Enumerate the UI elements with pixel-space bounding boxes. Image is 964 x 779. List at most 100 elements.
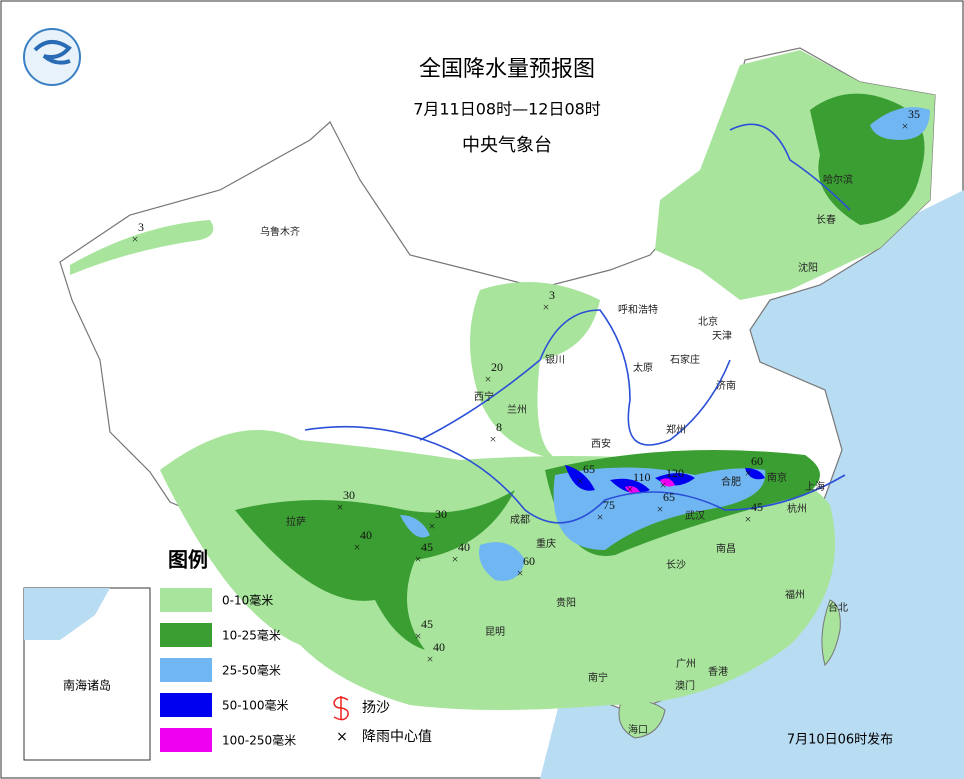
period: 7月11日08时—12日08时 [413, 100, 601, 119]
rain-center-mark: × [543, 300, 550, 314]
city-label: 石家庄 [670, 353, 700, 366]
city-label: 成都 [510, 514, 530, 526]
rain-center-value: 40 [433, 640, 445, 654]
rain-center-value: 20 [491, 360, 503, 374]
rain-center-value: 30 [343, 488, 355, 502]
rain-center-value: 8 [496, 420, 502, 434]
rain-center-mark: × [745, 512, 752, 526]
rain-center-value: 110 [633, 470, 651, 484]
legend-label: 25-50毫米 [222, 663, 281, 678]
city-label: 合肥 [721, 475, 741, 488]
legend-swatch [160, 588, 212, 612]
city-label: 南京 [767, 471, 787, 484]
rain-center-mark: × [415, 552, 422, 566]
rain-center-mark: × [337, 500, 344, 514]
city-label: 银川 [545, 353, 565, 366]
legend-label: 0-10毫米 [222, 593, 273, 608]
city-label: 呼和浩特 [618, 304, 658, 316]
city-label: 北京 [698, 315, 718, 328]
rain-center-value: 65 [583, 462, 595, 476]
city-label: 南昌 [716, 542, 736, 555]
legend-swatch [160, 623, 212, 647]
city-label: 福州 [785, 588, 805, 601]
city-label: 济南 [716, 379, 736, 392]
city-label: 澳门 [675, 679, 695, 692]
rain-center-mark: × [902, 119, 909, 133]
rain-center-value: 60 [751, 454, 763, 468]
taiwan [821, 599, 841, 666]
city-label: 南宁 [588, 671, 608, 684]
city-label: 台北 [828, 601, 848, 614]
rain-center-value: 65 [663, 490, 675, 504]
city-label: 郑州 [666, 423, 686, 436]
rain-center-mark: × [597, 510, 604, 524]
city-label: 广州 [676, 658, 696, 670]
rain-center-mark: × [415, 629, 422, 643]
rain-center-mark: × [517, 566, 524, 580]
rain-center-value: 45 [421, 617, 433, 631]
legend-swatch [160, 658, 212, 682]
rain-center-mark: × [354, 540, 361, 554]
rain-center-mark: × [745, 466, 752, 480]
rain-center-value: 60 [523, 554, 535, 568]
logo [23, 28, 81, 86]
city-label: 重庆 [536, 537, 556, 550]
rain-center-value: 3 [549, 288, 555, 302]
rain-center-mark: × [577, 474, 584, 488]
city-label: 沈阳 [798, 261, 818, 274]
city-label: 海口 [628, 723, 648, 736]
rain-center-value: 30 [435, 507, 447, 521]
rain-center-mark: × [660, 478, 667, 492]
city-label: 兰州 [507, 403, 527, 416]
rain-center-mark: × [657, 502, 664, 516]
rain-center-value: 3 [138, 220, 144, 234]
city-label: 天津 [712, 330, 732, 342]
city-label: 长春 [816, 214, 836, 226]
rain-center-mark: × [429, 519, 436, 533]
rain-center-mark: × [485, 372, 492, 386]
inset-label: 南海诸岛 [63, 678, 111, 693]
inset: 南海诸岛 [23, 587, 151, 761]
rain-center-value: 40 [360, 528, 372, 542]
rain-center-mark: × [490, 432, 497, 446]
city-label: 香港 [708, 666, 728, 678]
legend-label: 10-25毫米 [222, 628, 281, 643]
legend-symbol-label: 降雨中心值 [362, 729, 432, 745]
rain-center-value: 35 [908, 107, 920, 121]
city-label: 西宁 [474, 390, 494, 403]
legend-symbol-label: 扬沙 [362, 700, 390, 716]
city-label: 西安 [591, 437, 611, 450]
sand-symbol [333, 696, 349, 721]
city-label: 昆明 [485, 626, 505, 638]
rain-center-mark: × [627, 482, 634, 496]
legend: 0-10毫米 10-25毫米 25-50毫米 50-100毫米 100-250毫米 [160, 588, 296, 752]
inset-sea [24, 588, 110, 640]
rain-center-mark: × [452, 552, 459, 566]
city-label: 乌鲁木齐 [260, 225, 300, 238]
city-label: 武汉 [685, 509, 705, 522]
rain-center-value: 40 [458, 540, 470, 554]
legend-swatch [160, 728, 212, 752]
city-label: 拉萨 [286, 515, 306, 528]
rain-center-value: 45 [751, 500, 763, 514]
city-label: 杭州 [787, 502, 807, 515]
footer: 7月10日06时发布 [787, 732, 893, 748]
city-label: 哈尔滨 [823, 173, 853, 186]
center-symbol: × [336, 729, 348, 745]
title: 全国降水量预报图 [419, 57, 595, 82]
legend-label: 50-100毫米 [222, 698, 289, 713]
city-label: 贵阳 [556, 596, 576, 609]
rain-areas [70, 50, 935, 710]
rain-center-mark: × [427, 652, 434, 666]
rain-center-value: 45 [421, 540, 433, 554]
rain-center-value: 120 [666, 466, 684, 480]
legend-title: 图例 [168, 548, 208, 572]
city-label: 上海 [805, 480, 825, 493]
rain-center-value: 75 [603, 498, 615, 512]
rain-center-mark: × [132, 232, 139, 246]
legend-swatch [160, 693, 212, 717]
city-label: 长沙 [666, 559, 686, 571]
issuer: 中央气象台 [462, 135, 552, 156]
rivers [304, 123, 851, 524]
